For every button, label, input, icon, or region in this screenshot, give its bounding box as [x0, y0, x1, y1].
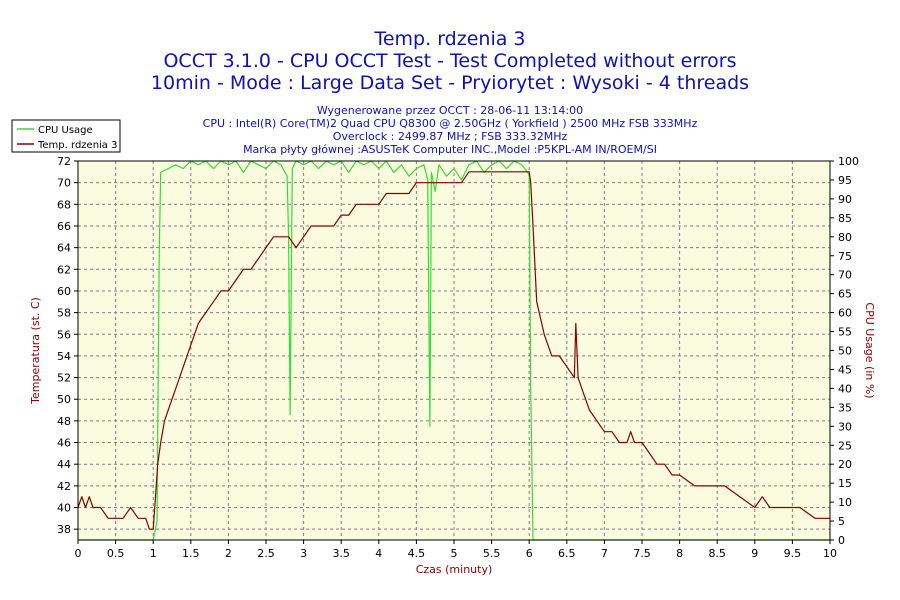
- y2-tick-label: 85: [838, 212, 852, 225]
- y2-tick-label: 0: [838, 534, 845, 547]
- temperature-line: [77, 171, 830, 530]
- y-tick-label: 56: [57, 328, 71, 341]
- x-tick-label: 8.5: [708, 547, 726, 560]
- x-tick-label: 4.5: [408, 547, 426, 560]
- axis-ticks: 0 0.5 1 1.5 2 2.5 3 3.5 4 4.5 5 5.5 6 6.5 7 7.5 8 8.5 9 9.5…: [57, 155, 859, 560]
- y2-tick-label: 80: [838, 231, 852, 244]
- y2-tick-label: 40: [838, 382, 852, 395]
- y2-tick-label: 50: [838, 345, 852, 358]
- y2-tick-label: 95: [838, 174, 852, 187]
- chart-subtitle-mode: 10min - Mode : Large Data Set - Pryioryt…: [150, 72, 750, 94]
- x-tick-label: 7: [601, 547, 608, 560]
- y-tick-label: 66: [57, 220, 71, 233]
- y2-tick-label: 55: [838, 326, 852, 339]
- temperature-series: [77, 171, 830, 530]
- y-tick-label: 64: [57, 242, 71, 255]
- x-tick-label: 2: [225, 547, 232, 560]
- x-tick-label: 4: [375, 547, 382, 560]
- y2-tick-label: 5: [838, 515, 845, 528]
- info-motherboard: Marka płyty głównej :ASUSTeK Computer IN…: [243, 143, 657, 156]
- plot-area: [78, 161, 830, 540]
- y-tick-label: 52: [57, 372, 71, 385]
- plot-frame: [77, 160, 831, 541]
- y2-tick-label: 65: [838, 288, 852, 301]
- chart-title: Temp. rdzenia 3: [374, 28, 526, 50]
- x-tick-label: 6.5: [558, 547, 576, 560]
- x-axis-title: Czas (minuty): [416, 563, 493, 576]
- x-tick-label: 3: [300, 547, 307, 560]
- y-tick-label: 62: [57, 263, 71, 276]
- y2-tick-label: 25: [838, 439, 852, 452]
- y2-tick-label: 20: [838, 458, 852, 471]
- legend: CPU Usage Temp. rdzenia 3: [11, 119, 121, 153]
- y-tick-label: 60: [57, 285, 71, 298]
- y2-tick-label: 30: [838, 420, 852, 433]
- x-tick-label: 9.5: [784, 547, 802, 560]
- legend-box: [11, 119, 121, 153]
- x-tick-label: 8: [676, 547, 683, 560]
- x-tick-label: 3.5: [332, 547, 350, 560]
- legend-label-temperature: Temp. rdzenia 3: [37, 140, 117, 151]
- y2-tick-label: 75: [838, 250, 852, 263]
- y-tick-label: 54: [57, 350, 71, 363]
- info-generated: Wygenerowane przez OCCT : 28-06-11 13:14…: [316, 104, 584, 117]
- y2-tick-label: 90: [838, 193, 852, 206]
- y-tick-label: 44: [57, 458, 71, 471]
- x-tick-label: 0: [75, 547, 82, 560]
- y-tick-label: 68: [57, 198, 71, 211]
- x-tick-label: 0.5: [107, 547, 125, 560]
- y2-tick-label: 100: [838, 155, 859, 168]
- y2-tick-label: 15: [838, 477, 852, 490]
- y2-tick-label: 35: [838, 401, 852, 414]
- y2-tick-label: 10: [838, 496, 852, 509]
- y-tick-label: 72: [57, 155, 71, 168]
- x-tick-label: 7.5: [633, 547, 651, 560]
- y-tick-label: 46: [57, 437, 71, 450]
- x-tick-label: 2.5: [257, 547, 275, 560]
- y2-tick-label: 45: [838, 363, 852, 376]
- info-cpu: CPU : Intel(R) Core(TM)2 Quad CPU Q8300 …: [202, 117, 698, 130]
- x-tick-label: 1.5: [182, 547, 200, 560]
- x-tick-label: 5: [451, 547, 458, 560]
- x-tick-label: 6: [526, 547, 533, 560]
- y2-tick-label: 60: [838, 307, 852, 320]
- x-tick-label: 9: [751, 547, 758, 560]
- x-tick-label: 10: [823, 547, 837, 560]
- y2-axis-title: CPU Usage (in %): [863, 302, 876, 398]
- x-tick-label: 1: [150, 547, 157, 560]
- chart-subtitle-test: OCCT 3.1.0 - CPU OCCT Test - Test Comple…: [163, 50, 737, 72]
- y-tick-label: 58: [57, 307, 71, 320]
- y-tick-label: 38: [57, 523, 71, 536]
- y-tick-label: 50: [57, 393, 71, 406]
- y-tick-label: 40: [57, 502, 71, 515]
- y-tick-label: 42: [57, 480, 71, 493]
- y-axis-title: Temperatura (st. C): [29, 297, 42, 405]
- legend-label-cpu-usage: CPU Usage: [38, 125, 93, 136]
- y-tick-label: 70: [57, 177, 71, 190]
- y2-tick-label: 70: [838, 269, 852, 282]
- x-tick-label: 5.5: [483, 547, 501, 560]
- y-tick-label: 48: [57, 415, 71, 428]
- info-overclock: Overclock : 2499.87 MHz ; FSB 333.32MHz: [332, 130, 568, 143]
